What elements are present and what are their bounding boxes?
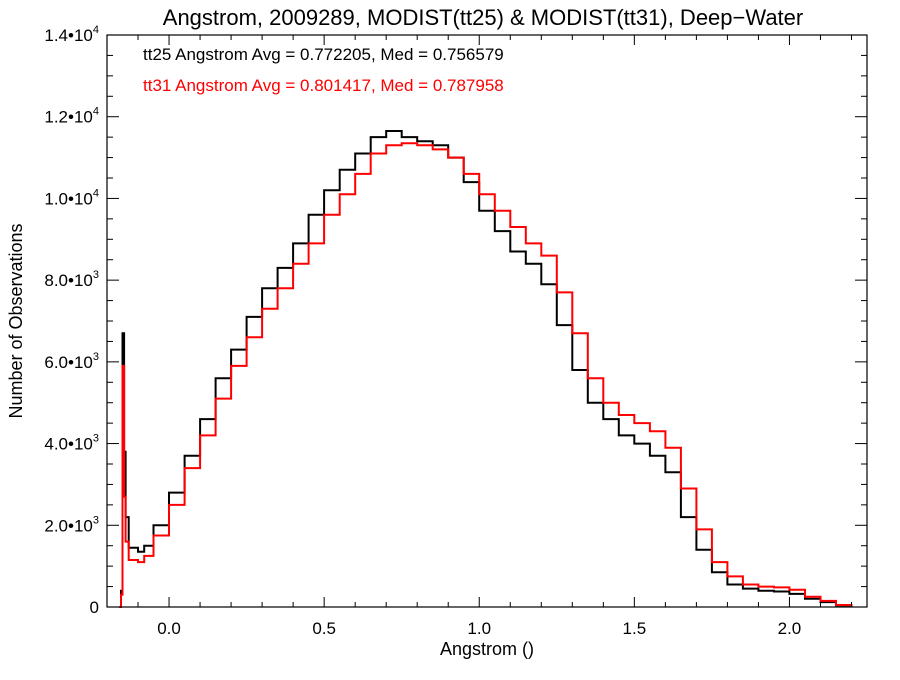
- y-axis-label: Number of Observations: [6, 223, 26, 418]
- y-tick-label: 1.4•104: [44, 24, 99, 45]
- y-tick-exponent: 3: [93, 433, 99, 445]
- y-tick-label: 1.2•104: [44, 106, 99, 127]
- y-tick-label: 4.0•103: [44, 433, 99, 454]
- y-tick-label: 6.0•103: [44, 351, 99, 372]
- x-tick-label: 1.5: [623, 619, 647, 638]
- x-tick-label: 2.0: [778, 619, 802, 638]
- y-tick-mantissa: 1.4•10: [44, 26, 93, 45]
- x-tick-label: 1.0: [467, 619, 491, 638]
- x-axis-label: Angstrom (): [440, 639, 534, 659]
- y-tick-label: 1.0•104: [44, 187, 99, 208]
- chart-title: Angstrom, 2009289, MODIST(tt25) & MODIST…: [163, 5, 803, 30]
- tick-layer: 0.0 0.5 1.0 1.5 2.002.0•1034.0•1036.0•1038.0…: [44, 24, 867, 638]
- y-tick-exponent: 3: [93, 514, 99, 526]
- y-tick-mantissa: 4.0•10: [44, 435, 93, 454]
- y-tick-exponent: 3: [93, 351, 99, 363]
- series-layer: [119, 130, 853, 608]
- y-tick-mantissa: 0: [90, 598, 99, 617]
- y-tick-exponent: 4: [93, 187, 99, 199]
- y-tick-label: 2.0•103: [44, 514, 99, 535]
- x-tick-label: 0.0: [157, 619, 181, 638]
- series-line-tt25: [119, 130, 853, 608]
- plot-frame: [106, 34, 868, 608]
- y-tick-mantissa: 8.0•10: [44, 271, 93, 290]
- y-tick-mantissa: 2.0•10: [44, 516, 93, 535]
- annotation-tt31-stats: tt31 Angstrom Avg = 0.801417, Med = 0.78…: [143, 76, 504, 95]
- y-tick-mantissa: 6.0•10: [44, 353, 93, 372]
- y-tick-exponent: 4: [93, 24, 99, 36]
- y-tick-exponent: 3: [93, 269, 99, 281]
- y-tick-label: 0: [90, 598, 99, 617]
- series-line-tt31: [119, 142, 853, 608]
- x-tick-label: 0.5: [312, 619, 336, 638]
- y-tick-mantissa: 1.2•10: [44, 108, 93, 127]
- y-tick-mantissa: 1.0•10: [44, 189, 93, 208]
- y-tick-exponent: 4: [93, 106, 99, 118]
- annotation-tt25-stats: tt25 Angstrom Avg = 0.772205, Med = 0.75…: [143, 45, 504, 64]
- y-tick-label: 8.0•103: [44, 269, 99, 290]
